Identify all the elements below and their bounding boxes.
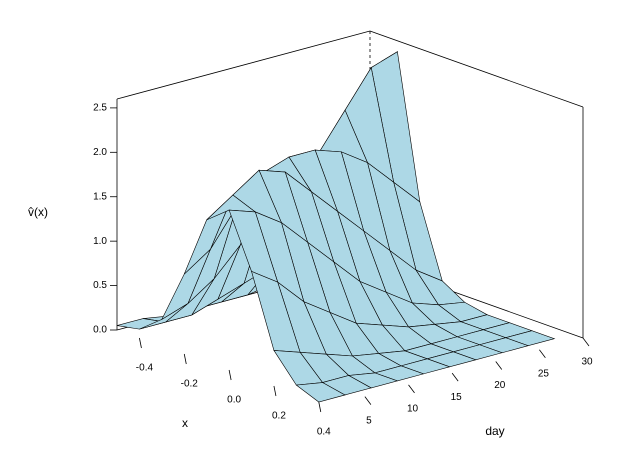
y-tick-label: 5: [366, 415, 372, 426]
box-edge: [116, 30, 371, 100]
z-tick-label: 2.5: [93, 103, 107, 114]
y-tick: [539, 349, 546, 358]
x-axis-title: x: [182, 416, 188, 430]
x-tick-label: -0.4: [136, 363, 154, 374]
y-tick: [408, 384, 415, 394]
x-tick: [183, 353, 187, 365]
y-tick-label: 20: [494, 380, 506, 391]
x-tick: [273, 385, 277, 397]
y-tick-label: 10: [407, 404, 419, 415]
x-tick: [139, 337, 142, 349]
z-tick-label: 1.0: [93, 236, 107, 247]
box-edge: [369, 30, 584, 108]
z-tick-label: 1.5: [93, 191, 107, 202]
y-tick: [495, 361, 503, 370]
y-tick-label: 15: [451, 392, 463, 403]
z-tick-label: 0.0: [93, 325, 107, 336]
z-tick-label: 2.0: [93, 147, 107, 158]
y-axis-title: day: [485, 424, 504, 438]
y-tick: [451, 372, 459, 382]
y-tick: [364, 396, 372, 405]
y-tick-label: 30: [581, 357, 593, 368]
y-tick: [582, 337, 590, 347]
surface-facet: [295, 382, 346, 403]
x-tick-label: 0.2: [272, 411, 286, 422]
z-tick-label: 0.5: [93, 280, 107, 291]
x-tick: [318, 401, 322, 413]
y-tick-label: 25: [538, 368, 550, 379]
x-tick-label: 0.0: [227, 395, 241, 406]
x-tick-label: 0.4: [317, 427, 331, 438]
z-axis-title: v̂(x): [28, 205, 48, 219]
x-tick-label: -0.2: [181, 379, 199, 390]
x-tick: [228, 369, 232, 381]
